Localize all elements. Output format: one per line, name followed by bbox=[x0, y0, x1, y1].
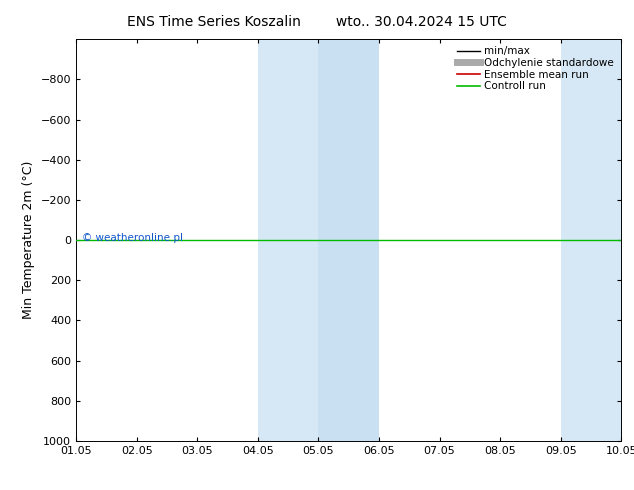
Bar bbox=[318, 39, 379, 441]
Bar bbox=[621, 39, 634, 441]
Y-axis label: Min Temperature 2m (°C): Min Temperature 2m (°C) bbox=[22, 161, 35, 319]
Bar bbox=[258, 39, 318, 441]
Text: ENS Time Series Koszalin        wto.. 30.04.2024 15 UTC: ENS Time Series Koszalin wto.. 30.04.202… bbox=[127, 15, 507, 29]
Bar bbox=[560, 39, 621, 441]
Text: © weatheronline.pl: © weatheronline.pl bbox=[82, 233, 183, 243]
Legend: min/max, Odchylenie standardowe, Ensemble mean run, Controll run: min/max, Odchylenie standardowe, Ensembl… bbox=[455, 45, 616, 93]
